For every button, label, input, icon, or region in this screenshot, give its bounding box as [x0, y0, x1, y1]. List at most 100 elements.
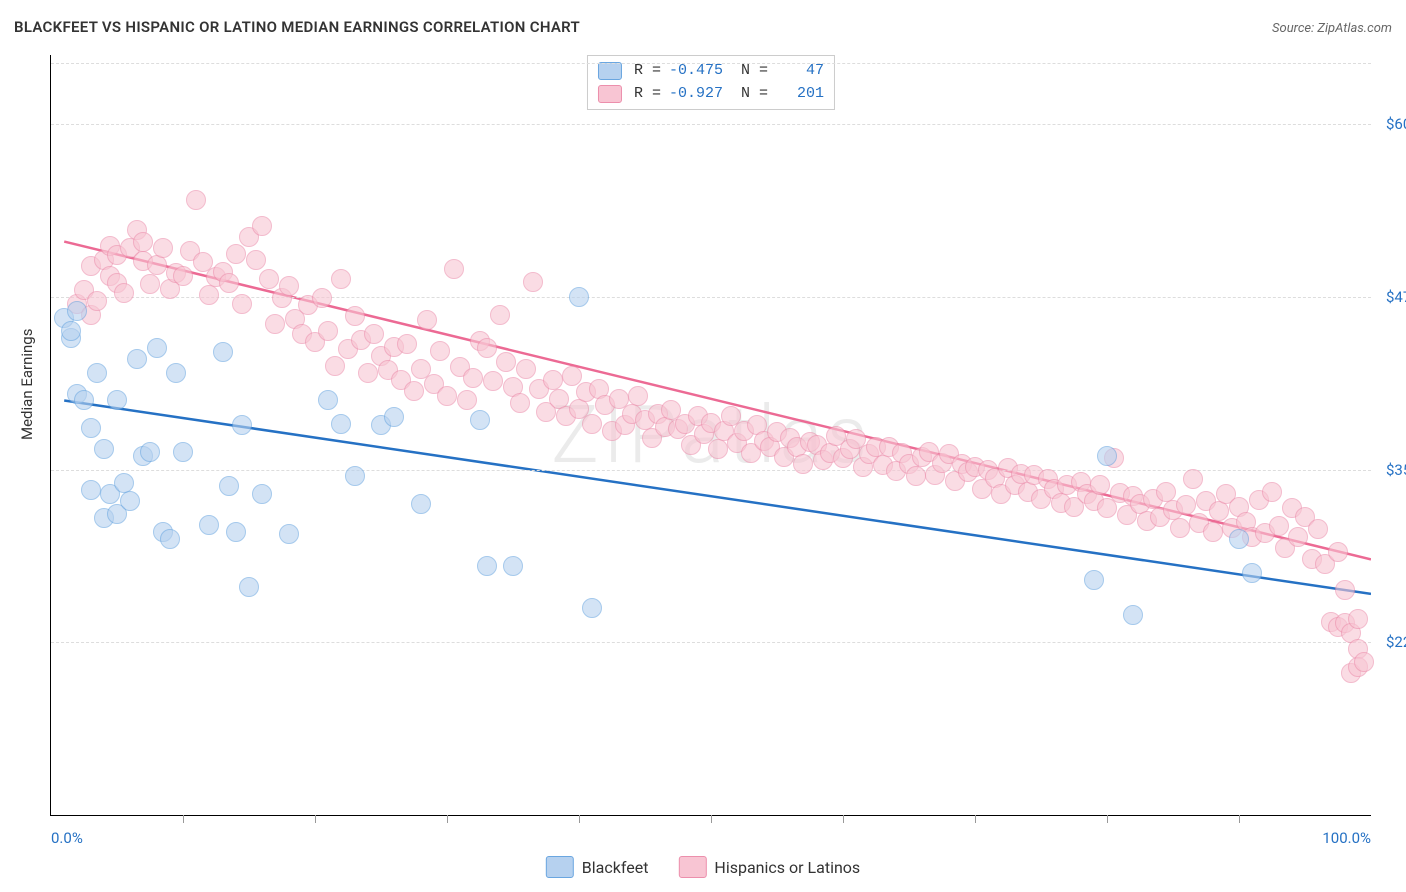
blackfeet-point: [160, 529, 180, 549]
scatter-chart: ZIPatlas R =-0.475N =47R =-0.927N =201 0…: [50, 55, 1371, 816]
hispanic-point: [318, 321, 338, 341]
legend-label: Hispanics or Latinos: [714, 858, 860, 877]
blackfeet-point: [331, 414, 351, 434]
hispanic-point: [457, 390, 477, 410]
hispanic-point: [173, 266, 193, 286]
hispanic-point: [1262, 482, 1282, 502]
blackfeet-point: [345, 466, 365, 486]
y-tick-label: $60,000: [1386, 115, 1406, 133]
r-label: R =: [634, 83, 661, 106]
blackfeet-point: [199, 515, 219, 535]
hispanic-point: [523, 272, 543, 292]
hispanic-point: [358, 363, 378, 383]
x-tick: [843, 815, 844, 823]
hispanic-point: [1176, 495, 1196, 515]
hispanic-swatch: [598, 85, 622, 103]
blackfeet-point: [219, 476, 239, 496]
hispanic-point: [1348, 609, 1368, 629]
n-label: N =: [741, 83, 768, 106]
hispanic-point: [331, 269, 351, 289]
hispanic-point: [325, 356, 345, 376]
hispanic-point: [1090, 475, 1110, 495]
blackfeet-point: [173, 442, 193, 462]
blackfeet-point: [279, 524, 299, 544]
hispanic-point: [1354, 652, 1374, 672]
gridline: [51, 63, 1371, 64]
x-tick: [1107, 815, 1108, 823]
blackfeet-point: [411, 494, 431, 514]
hispanic-point: [793, 454, 813, 474]
hispanic-point: [279, 276, 299, 296]
hispanic-point: [477, 338, 497, 358]
hispanic-point: [516, 359, 536, 379]
hispanic-point: [345, 306, 365, 326]
hispanic-point: [87, 291, 107, 311]
stats-row-hispanic: R =-0.927N =201: [598, 83, 824, 106]
chart-header: BLACKFEET VS HISPANIC OR LATINO MEDIAN E…: [14, 18, 1392, 36]
blackfeet-point: [107, 390, 127, 410]
blackfeet-point: [232, 415, 252, 435]
hispanic-point: [906, 466, 926, 486]
hispanic-point: [259, 269, 279, 289]
hispanic-point: [140, 274, 160, 294]
blackfeet-point: [384, 407, 404, 427]
blackfeet-point: [81, 418, 101, 438]
blackfeet-point: [74, 390, 94, 410]
hispanic-point: [1203, 522, 1223, 542]
hispanic-point: [364, 324, 384, 344]
hispanic-point: [397, 334, 417, 354]
hispanic-point: [483, 371, 503, 391]
series-legend: Blackfeet Hispanics or Latinos: [546, 856, 860, 878]
blackfeet-point: [140, 442, 160, 462]
blackfeet-point: [318, 390, 338, 410]
blackfeet-point: [1097, 446, 1117, 466]
hispanic-point: [582, 414, 602, 434]
hispanic-point: [490, 305, 510, 325]
hispanic-point: [510, 393, 530, 413]
y-tick-label: $22,500: [1386, 633, 1406, 651]
blackfeet-point: [213, 342, 233, 362]
hispanic-point: [219, 273, 239, 293]
blackfeet-point: [226, 522, 246, 542]
x-tick: [447, 815, 448, 823]
hispanic-point: [232, 294, 252, 314]
hispanic-point: [417, 310, 437, 330]
hispanic-point: [1335, 580, 1355, 600]
blackfeet-point: [239, 577, 259, 597]
hispanic-point: [496, 352, 516, 372]
gridline: [51, 470, 1371, 471]
blackfeet-point: [470, 410, 490, 430]
hispanic-point: [543, 370, 563, 390]
hispanic-point: [133, 232, 153, 252]
y-tick-label: $35,000: [1386, 461, 1406, 479]
gridline: [51, 642, 1371, 643]
hispanic-point: [708, 439, 728, 459]
hispanic-point: [404, 381, 424, 401]
legend-label: Blackfeet: [582, 858, 649, 877]
blackfeet-point: [582, 598, 602, 618]
hispanic-point: [246, 250, 266, 270]
blackfeet-point: [81, 480, 101, 500]
blackfeet-point: [87, 363, 107, 383]
hispanic-point: [226, 244, 246, 264]
y-axis-title: Median Earnings: [18, 329, 36, 440]
hispanic-point: [437, 386, 457, 406]
x-axis-min-label: 0.0%: [51, 829, 83, 847]
x-tick: [975, 815, 976, 823]
hispanic-point: [1269, 516, 1289, 536]
chart-source: Source: ZipAtlas.com: [1272, 21, 1392, 36]
blackfeet-point: [503, 556, 523, 576]
x-tick: [579, 815, 580, 823]
y-tick-label: $47,500: [1386, 288, 1406, 306]
blackfeet-point: [1242, 563, 1262, 583]
hispanic-point: [1308, 519, 1328, 539]
hispanic-point: [1170, 518, 1190, 538]
hispanic-point: [265, 314, 285, 334]
blackfeet-point: [61, 321, 81, 341]
hispanic-point: [463, 368, 483, 388]
x-tick: [1239, 815, 1240, 823]
blackfeet-point: [67, 301, 87, 321]
blackfeet-point: [1084, 570, 1104, 590]
blackfeet-point: [252, 484, 272, 504]
hispanic-point: [199, 285, 219, 305]
